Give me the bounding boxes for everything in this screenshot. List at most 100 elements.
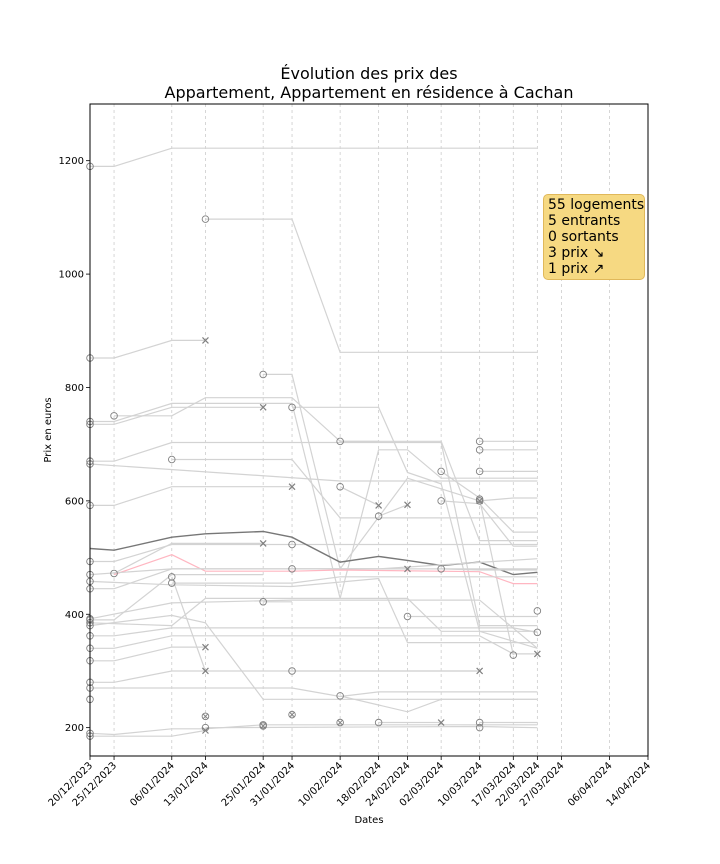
x-axis-label: Dates	[354, 815, 383, 826]
series-marker-x	[202, 667, 209, 675]
series-line	[90, 627, 538, 637]
series-marker-circle	[336, 437, 344, 446]
series-line	[479, 497, 538, 502]
series-line	[90, 635, 538, 655]
stats-box: 55 logements 5 entrants 0 sortants 3 pri…	[543, 194, 645, 280]
series-line	[90, 441, 538, 627]
series-marker-circle	[475, 467, 484, 476]
plot-frame	[89, 103, 649, 757]
stats-price-up: 1 prix ↗	[548, 261, 605, 277]
series-marker-circle	[374, 718, 383, 727]
series-line	[90, 646, 206, 662]
stats-listings: 55 logements	[548, 197, 645, 213]
series-marker-circle	[288, 403, 296, 412]
series-marker-circle	[168, 579, 176, 587]
series-line	[205, 218, 538, 353]
series-line	[90, 573, 264, 621]
series-marker-x	[202, 336, 209, 344]
series-line	[90, 729, 206, 737]
series-line	[90, 339, 206, 359]
series-marker-circle	[336, 482, 344, 491]
series-marker-x	[202, 643, 209, 651]
series-line	[90, 568, 538, 590]
series-marker-x	[202, 713, 209, 720]
series-marker-x	[259, 403, 267, 411]
series-marker-circle	[336, 718, 344, 727]
series-marker-x	[202, 727, 209, 734]
series-line	[205, 725, 538, 729]
series-marker-x	[533, 650, 541, 658]
series-marker-x	[404, 501, 411, 509]
series-marker-circle	[437, 467, 445, 476]
series-marker-circle	[403, 612, 412, 621]
series-marker-circle	[201, 723, 210, 732]
y-tick-label: 1200	[59, 156, 84, 167]
series-group	[86, 147, 542, 740]
series-line	[89, 599, 538, 649]
series-marker-x	[404, 565, 411, 573]
series-line	[441, 500, 538, 547]
series-marker-circle	[533, 607, 542, 615]
series-marker-circle	[475, 437, 484, 446]
series-marker-x	[437, 719, 445, 726]
series-marker-circle	[509, 651, 518, 659]
series-marker-circle	[288, 565, 296, 573]
series-line	[171, 576, 206, 672]
chart-title-line-1: Évolution des prix des	[280, 64, 457, 83]
stats-incoming: 5 entrants	[548, 213, 621, 229]
series-marker-circle	[475, 446, 484, 454]
series-marker-circle	[288, 667, 296, 675]
stats-outgoing: 0 sortants	[548, 229, 619, 245]
y-tick-label: 800	[65, 383, 84, 394]
series-marker-circle	[533, 628, 542, 637]
series-line	[113, 542, 264, 574]
series-line	[171, 458, 538, 519]
series-line	[89, 577, 538, 644]
y-tick-label: 200	[65, 723, 84, 734]
series-line	[90, 543, 292, 563]
chart-title-line-2: Appartement, Appartement en résidence à …	[165, 83, 574, 102]
series-line	[89, 558, 538, 576]
series-line	[171, 576, 538, 584]
stats-price-down: 3 prix ↘	[548, 245, 605, 261]
series-marker-circle	[288, 710, 296, 719]
series-line	[292, 406, 538, 632]
series-line	[89, 530, 538, 576]
series-marker-x	[476, 497, 484, 505]
y-tick-label: 600	[65, 496, 84, 507]
series-marker-x	[259, 539, 267, 547]
series-marker-circle	[437, 565, 445, 573]
y-axis-label: Prix en euros	[43, 397, 54, 462]
series-marker-circle	[259, 370, 267, 379]
series-line	[90, 147, 538, 167]
series-marker-circle	[110, 569, 118, 578]
series-line	[90, 670, 480, 683]
series-line	[114, 397, 538, 542]
series-marker-circle	[475, 718, 484, 727]
series-marker-x	[337, 719, 343, 726]
series-marker-circle	[336, 692, 344, 700]
series-line	[339, 695, 538, 713]
series-marker-circle	[259, 721, 267, 729]
series-line	[378, 504, 408, 517]
series-line	[90, 486, 292, 506]
series-marker-circle	[437, 497, 445, 505]
series-line	[113, 554, 538, 585]
series-marker-x	[375, 501, 383, 509]
series-line	[440, 470, 538, 533]
series-marker-x	[288, 483, 296, 491]
series-marker-circle	[288, 540, 296, 549]
series-marker-circle	[110, 412, 118, 420]
series-marker-circle	[374, 512, 383, 520]
series-line	[89, 724, 538, 736]
series-marker-circle	[259, 598, 267, 606]
series-marker-circle	[168, 455, 176, 464]
y-tick-label: 1000	[59, 270, 84, 281]
series-marker-x	[289, 711, 295, 718]
series-marker-circle	[201, 215, 210, 223]
series-line	[90, 687, 538, 698]
series-line	[339, 486, 379, 506]
series-marker-circle	[475, 495, 484, 503]
series-marker-circle	[201, 712, 210, 721]
